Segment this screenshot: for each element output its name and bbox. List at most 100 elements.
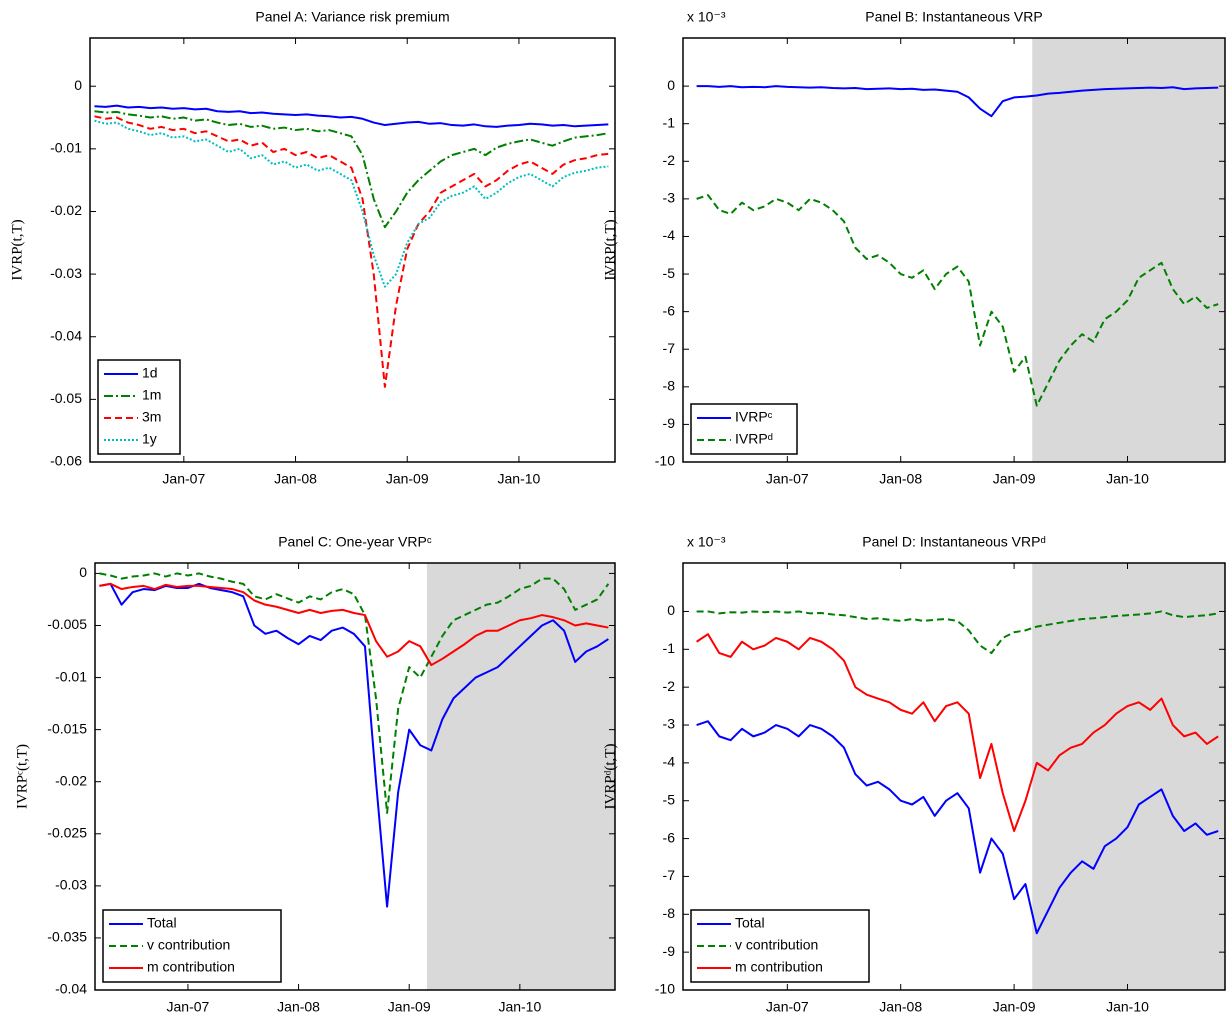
legend-label: 1m [142,387,161,403]
y-tick-label: -8 [663,378,676,394]
shaded-region [1032,38,1225,462]
y-tick-label: -6 [663,302,676,318]
panel: 0 -1 -2 -3 -4 -5 -6 -7 -8 -9 -10 Jan-07 Jan-08 Jan-09… [602,9,1226,487]
y-tick-label: -6 [663,829,676,845]
axes-box [682,37,1226,463]
y-tick-label: -0.04 [55,981,87,997]
y-tick-label: -3 [663,716,676,732]
y-tick-label: -4 [663,227,676,243]
series-line [94,104,609,128]
x-tick-label: Jan-08 [277,999,320,1012]
x-tick-label: Jan-08 [274,471,317,487]
legend-box [690,909,870,983]
y-tick-label: -9 [663,415,676,431]
y-tick-label: -0.06 [50,453,82,469]
legend-label: 3m [142,409,161,425]
y-axis-label: IVRPᶜ(t,T) [14,744,30,809]
legend-label: Total [147,915,177,931]
legend-label: Total [735,915,765,931]
x-tick-label: Jan-09 [388,999,431,1012]
y-tick-label: -1 [663,640,676,656]
x-tick-label: Jan-07 [167,999,210,1012]
y-tick-label: -9 [663,943,676,959]
y-tick-label: -10 [655,981,675,997]
panel-title: Panel A: Variance risk premium [255,9,449,25]
panel: 0 -0.005 -0.01 -0.015 -0.02 -0.025 -0.03 -0.035… [14,534,616,1012]
y-multiplier: x 10⁻³ [687,9,726,25]
y-tick-label: -0.03 [55,877,87,893]
y-tick-label: -2 [663,678,676,694]
panel-title: Panel C: One-year VRPᶜ [278,534,432,550]
y-tick-label: -7 [663,867,676,883]
y-tick-label: -0.015 [47,720,87,736]
series-line [99,582,609,667]
y-tick-label: -0.05 [50,390,82,406]
y-tick-label: -8 [663,905,676,921]
series-line [94,110,609,229]
legend-label: v contribution [735,937,818,953]
series-group [696,610,1219,935]
y-tick-label: -0.02 [55,772,87,788]
x-tick-label: Jan-07 [162,471,205,487]
series-group [94,104,609,388]
y-tick-label: -0.025 [47,824,87,840]
y-axis-label: IVRP(t,T) [9,219,25,280]
x-tick-label: Jan-07 [766,471,809,487]
legend: Total v contribution m contribution [102,909,282,983]
legend-box [97,359,181,455]
shaded-region [1032,563,1225,990]
panel-title: Panel D: Instantaneous VRPᵈ [862,534,1046,550]
legend-label: 1d [142,365,158,381]
x-tick-label: Jan-09 [993,999,1036,1012]
legend-label: m contribution [147,959,235,975]
y-axis-label: IVRPᵈ(t,T) [602,744,618,810]
x-tick-label: Jan-09 [386,471,429,487]
x-tick-label: Jan-08 [879,999,922,1012]
panel: 0 -0.01 -0.02 -0.03 -0.04 -0.05 -0.06 Jan-07 Jan… [9,9,616,487]
y-axis-label: IVRP(t,T) [602,219,618,280]
x-tick-label: Jan-08 [879,471,922,487]
y-tick-label: 0 [667,77,675,93]
legend-label: m contribution [735,959,823,975]
axes-box [94,562,616,991]
y-tick-label: -0.005 [47,616,87,632]
y-tick-label: -0.04 [50,327,82,343]
y-tick-label: -7 [663,340,676,356]
series-line [696,85,1219,118]
y-tick-label: 0 [667,602,675,618]
legend-label: v contribution [147,937,230,953]
series-group [99,572,610,908]
series-line [99,582,609,908]
series-line [696,194,1219,407]
series-line [696,720,1219,935]
y-tick-label: -0.01 [55,668,87,684]
x-tick-label: Jan-10 [1106,471,1149,487]
series-line [94,115,609,388]
y-tick-label: -2 [663,152,676,168]
legend-label: IVRPᶜ [735,409,773,425]
x-tick-label: Jan-07 [766,999,809,1012]
x-tick-label: Jan-09 [993,471,1036,487]
series-group [696,85,1219,407]
legend: Total v contribution m contribution [690,909,870,983]
y-tick-label: -5 [663,265,676,281]
y-tick-label: -1 [663,114,676,130]
y-tick-label: -10 [655,453,675,469]
legend-label: IVRPᵈ [735,431,773,447]
legend-box [690,403,798,455]
y-tick-label: -0.03 [50,265,82,281]
axes-box [682,562,1226,991]
x-tick-label: Jan-10 [498,999,541,1012]
panel-title: Panel B: Instantaneous VRP [865,9,1042,25]
y-tick-label: -4 [663,754,676,770]
legend: IVRPᶜ IVRPᵈ [690,403,798,455]
legend: 1d 1m 3m 1y [97,359,181,455]
shaded-region [426,563,615,990]
y-multiplier: x 10⁻³ [687,534,726,550]
y-tick-label: 0 [79,564,87,580]
x-tick-label: Jan-10 [498,471,541,487]
series-line [94,119,609,288]
y-tick-label: -0.01 [50,140,82,156]
